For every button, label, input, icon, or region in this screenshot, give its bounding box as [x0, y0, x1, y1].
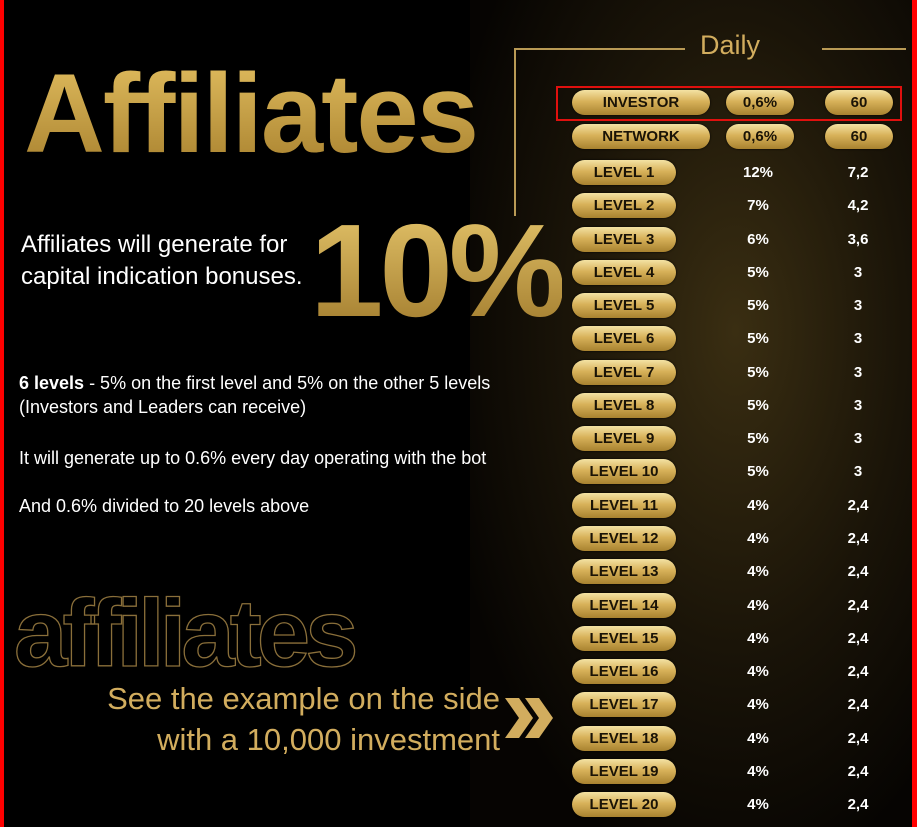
level-amount: 2,4	[847, 663, 869, 681]
level-percent: 4%	[747, 663, 769, 681]
level-amount: 3	[853, 396, 863, 414]
big-percent: 10%	[310, 197, 566, 344]
row-percent-pill: 0,6%	[726, 90, 794, 115]
level-label-pill: LEVEL 6	[572, 326, 676, 352]
levels-bold: 6 levels	[19, 373, 85, 393]
level-label-pill: LEVEL 18	[572, 725, 676, 751]
example-line-1: See the example on the side	[107, 681, 500, 716]
page-title: Affiliates	[24, 51, 479, 176]
level-amount: 2,4	[847, 762, 869, 780]
frame-border-right	[912, 0, 917, 827]
level-amount: 3	[853, 297, 863, 315]
level-label-pill: LEVEL 5	[572, 293, 676, 319]
level-percent: 5%	[747, 463, 769, 481]
intro-text: Affiliates will generate for capital ind…	[21, 231, 303, 290]
level-percent: 5%	[747, 363, 769, 381]
table-header-daily: Daily	[700, 30, 761, 60]
level-label-pill: LEVEL 14	[572, 592, 676, 618]
level-percent: 7%	[747, 197, 769, 215]
level-label-pill: LEVEL 16	[572, 659, 676, 685]
example-text: See the example on the side with a 10,000…	[107, 678, 500, 760]
row-label-pill: NETWORK	[572, 124, 710, 149]
level-amount: 2,4	[847, 596, 869, 614]
level-amount: 3	[853, 430, 863, 448]
level-percent: 4%	[747, 496, 769, 514]
level-label-pill: LEVEL 7	[572, 359, 676, 385]
divider	[822, 48, 906, 50]
level-amount: 2,4	[847, 496, 869, 514]
level-label-pill: LEVEL 10	[572, 459, 676, 485]
level-label-pill: LEVEL 11	[572, 492, 676, 518]
level-percent: 12%	[742, 164, 774, 181]
level-label-pill: LEVEL 19	[572, 758, 676, 784]
level-label-pill: LEVEL 13	[572, 559, 676, 585]
double-chevron-right-icon	[505, 698, 553, 738]
levels-paragraph: 6 levels - 5% on the first level and 5% …	[19, 371, 559, 419]
level-percent: 4%	[747, 696, 769, 714]
level-amount: 4,2	[847, 197, 869, 215]
outline-word: affiliates	[13, 580, 359, 687]
highlight-box	[556, 86, 902, 121]
level-amount: 2,4	[847, 696, 869, 714]
level-amount: 2,4	[847, 796, 869, 814]
level-percent: 5%	[747, 396, 769, 414]
level-amount: 2,4	[847, 529, 869, 547]
row-percent-pill: 0,6%	[726, 124, 794, 149]
level-percent: 6%	[747, 230, 769, 248]
level-percent: 5%	[747, 430, 769, 448]
level-percent: 5%	[747, 297, 769, 315]
example-line-2: with a 10,000 investment	[157, 722, 500, 757]
level-amount: 3	[853, 463, 863, 481]
level-amount: 3	[853, 330, 863, 348]
level-label-pill: LEVEL 15	[572, 625, 676, 651]
frame-border-left	[0, 0, 4, 827]
level-percent: 4%	[747, 629, 769, 647]
level-label-pill: LEVEL 9	[572, 426, 676, 452]
level-percent: 4%	[747, 796, 769, 814]
divider	[515, 48, 685, 50]
level-percent: 4%	[747, 729, 769, 747]
level-label-pill: LEVEL 3	[572, 226, 676, 252]
level-amount: 2,4	[847, 629, 869, 647]
level-amount: 3,6	[847, 230, 869, 248]
level-label-pill: LEVEL 4	[572, 259, 676, 285]
row-amount-pill: 60	[825, 124, 893, 149]
level-label-pill: LEVEL 12	[572, 525, 676, 551]
daily-note: It will generate up to 0.6% every day op…	[19, 448, 487, 468]
level-label-pill: LEVEL 8	[572, 392, 676, 418]
levels-text: - 5% on the first level and 5% on the ot…	[19, 373, 491, 417]
level-label-pill: LEVEL 17	[572, 692, 676, 718]
divider	[514, 48, 516, 216]
level-percent: 5%	[747, 330, 769, 348]
level-percent: 4%	[747, 596, 769, 614]
level-percent: 4%	[747, 529, 769, 547]
level-amount: 2,4	[847, 563, 869, 581]
level-amount: 3	[853, 263, 863, 281]
level-label-pill: LEVEL 1	[572, 160, 676, 185]
level-percent: 4%	[747, 762, 769, 780]
level-percent: 5%	[747, 263, 769, 281]
level-amount: 7,2	[847, 164, 869, 181]
row-label-pill: INVESTOR	[572, 90, 710, 115]
network-note: And 0.6% divided to 20 levels above	[19, 496, 310, 516]
level-amount: 3	[853, 363, 863, 381]
level-label-pill: LEVEL 2	[572, 193, 676, 219]
level-label-pill: LEVEL 20	[572, 792, 676, 818]
level-amount: 2,4	[847, 729, 869, 747]
row-amount-pill: 60	[825, 90, 893, 115]
level-percent: 4%	[747, 563, 769, 581]
